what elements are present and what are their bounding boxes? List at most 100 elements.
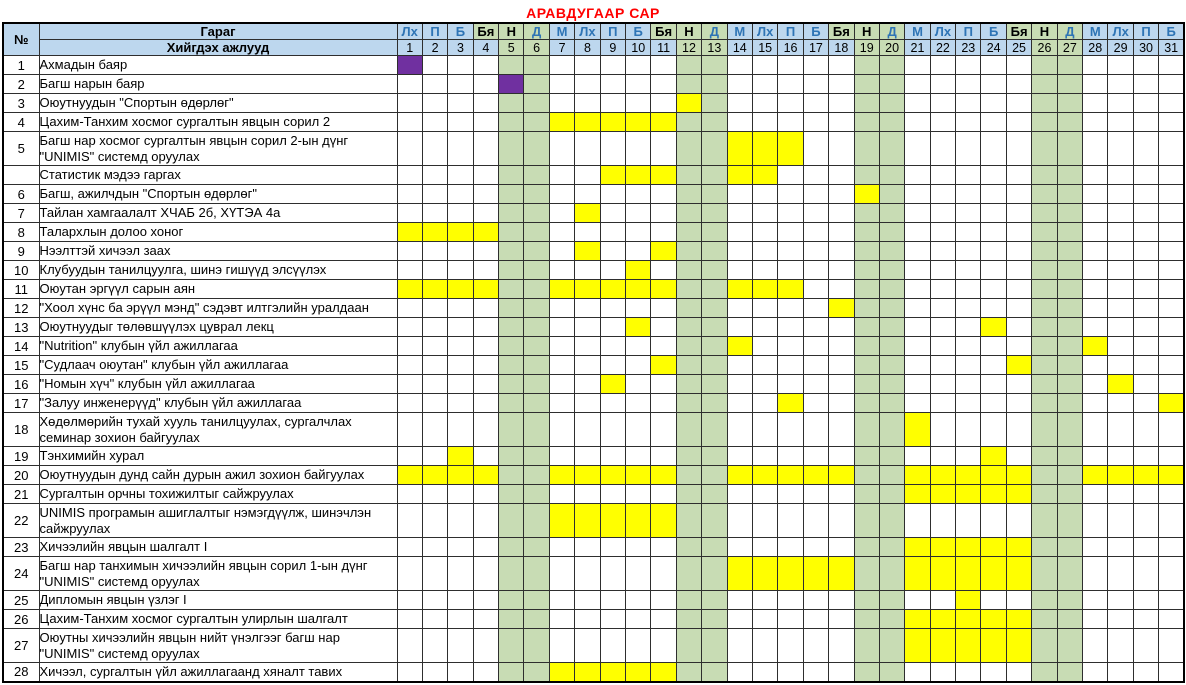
day-cell — [396, 537, 423, 557]
day-cell — [929, 184, 957, 204]
day-cell — [396, 165, 423, 185]
day-cell — [777, 203, 804, 223]
weekend-day-cell — [1056, 590, 1084, 610]
day-cell — [625, 412, 652, 447]
day-cell — [802, 336, 830, 356]
weekend-day-cell — [1056, 537, 1084, 557]
task-row: 23 Хичээлийн явцын шалгалт I — [2, 537, 1185, 557]
weekend-day-cell — [878, 590, 906, 610]
day-cell — [904, 184, 931, 204]
day-cell — [1107, 484, 1134, 504]
day-cell — [955, 446, 982, 466]
day-cell — [447, 317, 474, 337]
day-cell — [726, 628, 753, 663]
weekend-day-cell — [1031, 222, 1058, 242]
day-cell — [599, 556, 627, 591]
weekend-day-cell — [498, 222, 525, 242]
day-cell — [421, 537, 449, 557]
weekend-day-cell — [523, 241, 550, 261]
day-cell — [980, 55, 1007, 75]
day-cell — [574, 556, 601, 591]
weekend-day-cell — [878, 609, 906, 629]
day-cell — [751, 222, 779, 242]
day-cell — [472, 446, 500, 466]
task-row: 9 Нээлттэй хичээл заах — [2, 241, 1185, 261]
day-cell — [1107, 203, 1134, 223]
day-cell — [1082, 556, 1109, 591]
weekend-day-cell — [523, 131, 550, 166]
row-number-cell: 20 — [2, 465, 40, 485]
weekend-day-cell — [853, 336, 880, 356]
day-cell — [828, 74, 855, 94]
weekend-day-cell — [675, 112, 703, 132]
task-name-cell: Багш нарын баяр — [38, 74, 398, 94]
weekend-day-cell — [1056, 355, 1084, 375]
day-cell — [904, 393, 931, 413]
weekend-day-cell — [1056, 317, 1084, 337]
day-cell — [904, 279, 931, 299]
day-cell — [828, 355, 855, 375]
day-cell — [472, 317, 500, 337]
weekend-day-cell — [1031, 556, 1058, 591]
day-number-header-cell: 10 — [625, 39, 652, 56]
day-cell — [599, 93, 627, 113]
day-cell — [1082, 55, 1109, 75]
day-number-header-cell: 22 — [929, 39, 957, 56]
day-cell — [599, 590, 627, 610]
weekend-day-cell — [1031, 465, 1058, 485]
day-cell — [447, 184, 474, 204]
day-cell — [904, 165, 931, 185]
weekend-day-cell — [853, 165, 880, 185]
day-cell — [802, 374, 830, 394]
day-cell — [904, 112, 931, 132]
day-cell — [421, 484, 449, 504]
day-cell — [1158, 317, 1185, 337]
weekend-day-cell — [1031, 628, 1058, 663]
day-cell — [396, 628, 423, 663]
day-cell — [447, 93, 474, 113]
day-cell — [777, 446, 804, 466]
day-cell — [1005, 165, 1033, 185]
day-cell — [472, 55, 500, 75]
day-number-header-cell: 27 — [1056, 39, 1084, 56]
day-cell — [726, 184, 753, 204]
weekend-day-cell — [1031, 317, 1058, 337]
row-number-cell: 4 — [2, 112, 40, 132]
day-cell — [1132, 55, 1160, 75]
day-cell — [396, 609, 423, 629]
day-cell — [929, 412, 957, 447]
weekend-day-cell — [523, 203, 550, 223]
day-cell — [625, 628, 652, 663]
scheduled-day-cell — [472, 465, 500, 485]
row-number-cell: 21 — [2, 484, 40, 504]
scheduled-day-cell — [1158, 393, 1185, 413]
weekend-day-cell — [675, 222, 703, 242]
day-cell — [980, 222, 1007, 242]
weekend-day-cell — [1031, 260, 1058, 280]
day-number-header-cell: 4 — [472, 39, 500, 56]
day-cell — [1158, 112, 1185, 132]
day-cell — [599, 393, 627, 413]
day-cell — [1132, 165, 1160, 185]
day-cell — [726, 93, 753, 113]
row-number-cell: 14 — [2, 336, 40, 356]
day-cell — [955, 131, 982, 166]
weekend-day-cell — [701, 165, 728, 185]
day-cell — [1107, 393, 1134, 413]
day-cell — [574, 609, 601, 629]
day-cell — [447, 503, 474, 538]
day-cell — [396, 503, 423, 538]
day-cell — [650, 184, 677, 204]
day-cell — [421, 503, 449, 538]
scheduled-day-cell — [980, 484, 1007, 504]
day-cell — [1158, 222, 1185, 242]
day-cell — [929, 298, 957, 318]
day-cell — [1132, 355, 1160, 375]
day-cell — [548, 317, 576, 337]
weekday-header-cell: Б — [802, 22, 830, 40]
weekend-day-cell — [1056, 203, 1084, 223]
weekend-day-cell — [853, 590, 880, 610]
day-cell — [472, 241, 500, 261]
scheduled-day-cell — [472, 279, 500, 299]
weekend-day-cell — [853, 446, 880, 466]
